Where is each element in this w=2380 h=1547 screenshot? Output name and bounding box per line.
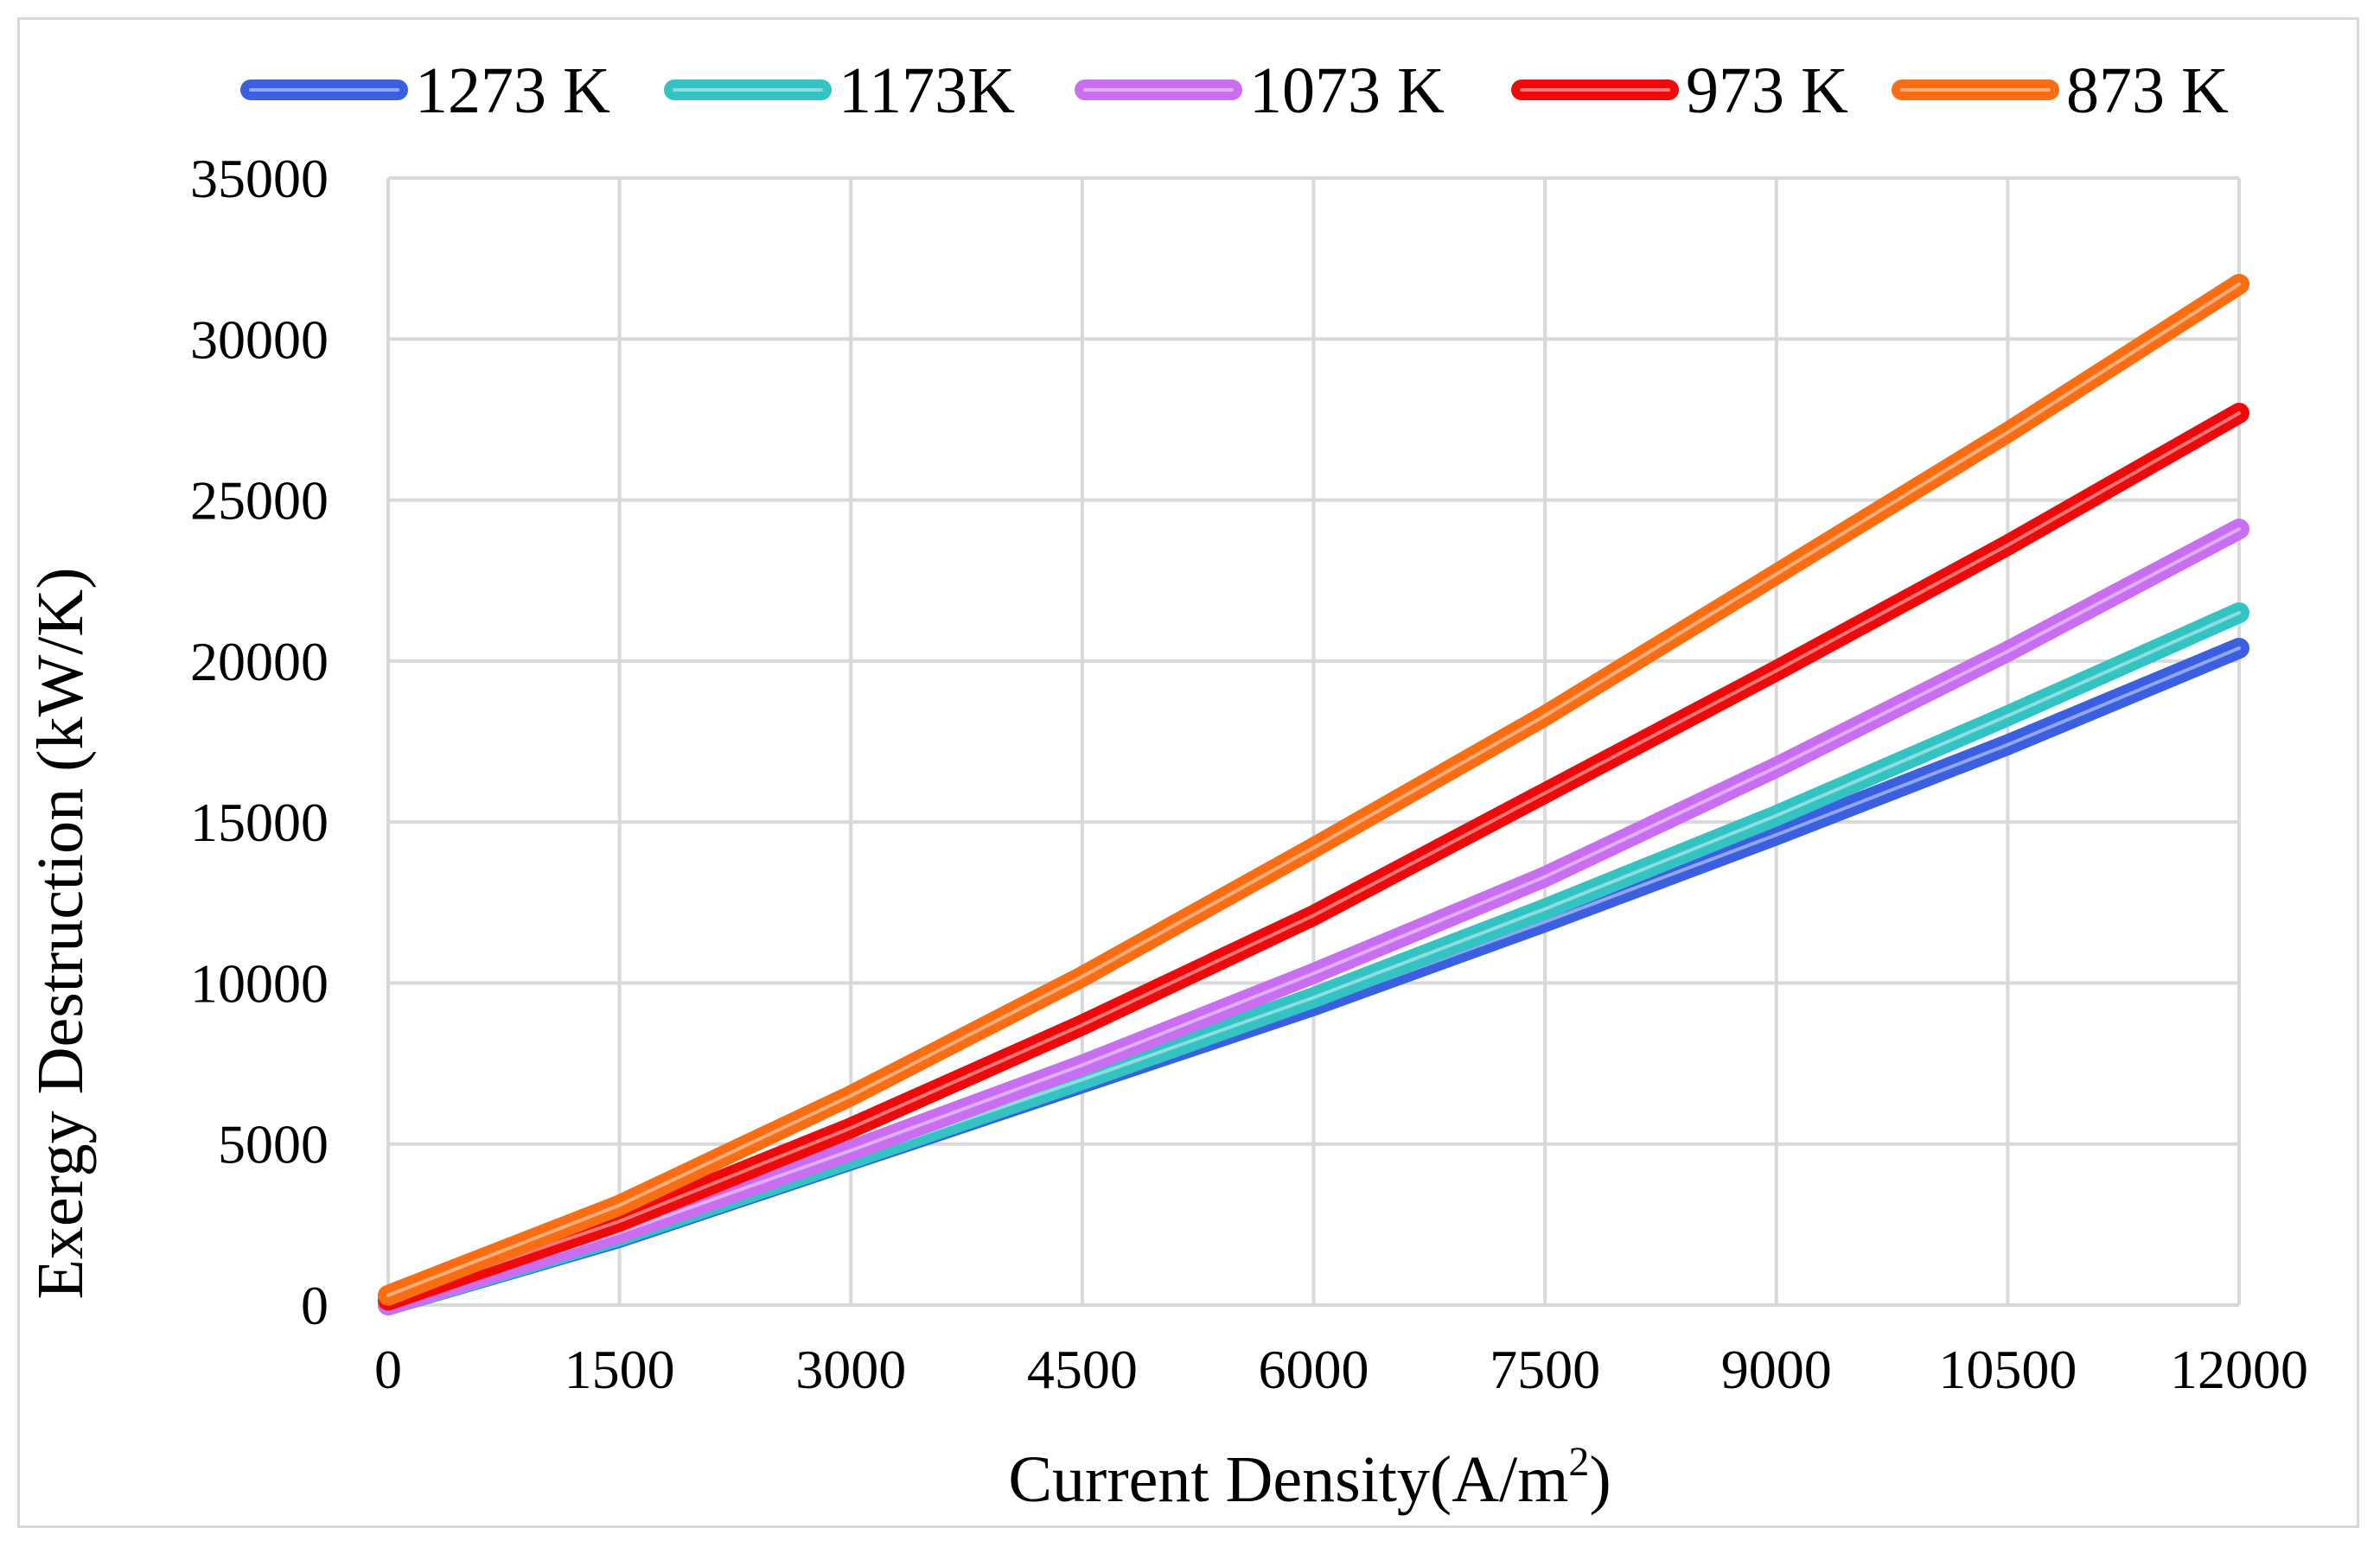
x-tick-label-1: 1500 — [565, 1339, 675, 1400]
y-tick-label-2: 10000 — [190, 952, 329, 1014]
y-axis-title: Exergy Destruction (kW/K) — [24, 567, 97, 1299]
x-tick-label-4: 6000 — [1259, 1339, 1369, 1400]
series-line-2 — [378, 519, 2249, 1315]
y-tick-labels: 0 5000 10000 15000 20000 25000 30000 35000 — [190, 148, 329, 1336]
series-lines — [378, 273, 2249, 1315]
series-line-highlight-4 — [386, 282, 2241, 1297]
chart-frame — [17, 17, 2359, 1528]
series-line-4 — [378, 273, 2249, 1306]
x-tick-label-3: 4500 — [1027, 1339, 1138, 1400]
grid — [386, 176, 2241, 1307]
y-tick-label-7: 35000 — [190, 148, 329, 209]
x-tick-label-6: 9000 — [1721, 1339, 1832, 1400]
y-tick-label-4: 20000 — [190, 631, 329, 692]
y-tick-label-6: 30000 — [190, 309, 329, 370]
x-axis-title-sup: 2 — [1568, 1439, 1589, 1485]
x-axis-title-close: ) — [1589, 1443, 1611, 1516]
series-line-highlight-2 — [386, 527, 2241, 1307]
y-tick-label-0: 0 — [301, 1275, 329, 1336]
legend-label-1: 1173K — [839, 54, 1015, 127]
legend-label-4: 873 K — [2066, 54, 2229, 127]
x-tick-label-7: 10500 — [1938, 1339, 2077, 1400]
x-axis-title-main: Current Density(A/m — [1008, 1443, 1568, 1516]
x-tick-label-2: 3000 — [795, 1339, 906, 1400]
series-line-highlight-3 — [386, 411, 2241, 1302]
legend-label-3: 973 K — [1686, 54, 1848, 127]
x-tick-labels: 0 1500 3000 4500 6000 7500 9000 10500 12000 — [374, 1339, 2308, 1400]
x-tick-label-0: 0 — [374, 1339, 402, 1400]
series-line-3 — [378, 403, 2249, 1311]
legend-label-0: 1273 K — [415, 54, 610, 127]
x-axis-title: Current Density(A/m2) — [1008, 1439, 1611, 1516]
legend-label-2: 1073 K — [1249, 54, 1445, 127]
legend: 1273 K 1173K 1073 K 973 K 873 K — [240, 54, 2229, 127]
y-tick-label-5: 25000 — [190, 470, 329, 532]
y-tick-label-1: 5000 — [218, 1114, 329, 1175]
x-tick-label-8: 12000 — [2170, 1339, 2308, 1400]
x-tick-label-5: 7500 — [1490, 1339, 1600, 1400]
y-tick-label-3: 15000 — [190, 792, 329, 853]
